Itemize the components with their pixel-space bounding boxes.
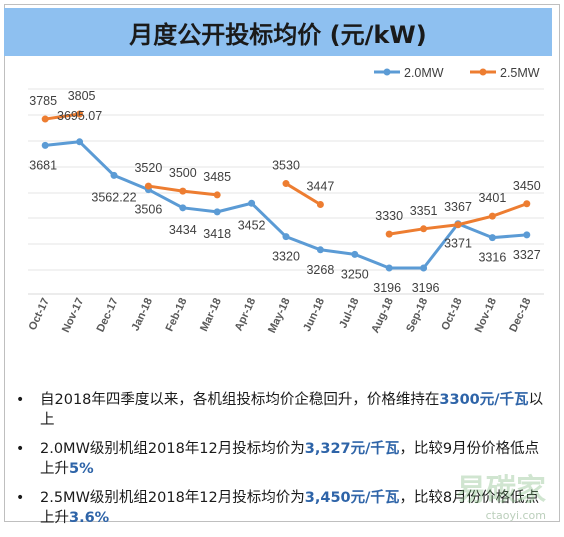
data-label: 3452 — [238, 218, 266, 232]
data-point — [41, 115, 49, 123]
bullet-item: 2.5MW级别机组2018年12月投标均价为3,450元/千瓦，比较8月份价格低… — [14, 488, 544, 528]
x-tick-label: May-18 — [266, 296, 293, 335]
bullet-highlight: 3,327元/千瓦 — [304, 441, 400, 457]
data-point — [523, 200, 531, 208]
x-tick-label: Dec-18 — [507, 296, 533, 334]
data-label: 3506 — [134, 203, 162, 217]
slide-frame — [4, 4, 560, 522]
data-point — [385, 264, 393, 272]
x-tick-label: Jul-18 — [337, 296, 361, 330]
data-point — [179, 204, 187, 212]
data-point — [144, 182, 152, 190]
data-label: 3268 — [306, 263, 334, 277]
data-point — [282, 180, 290, 188]
x-tick-label: Sep-18 — [404, 296, 430, 334]
series-line — [284, 182, 322, 207]
data-label: 3367 — [444, 200, 472, 214]
legend-marker — [383, 68, 391, 76]
x-tick-label: Oct-17 — [27, 296, 52, 332]
data-label: 3371 — [444, 237, 472, 251]
legend-label: 2.0MW — [404, 66, 444, 80]
chart-grid — [28, 88, 544, 295]
x-tick-label: Jun-18 — [301, 296, 327, 333]
data-label: 3785 — [29, 94, 57, 108]
data-point — [385, 230, 393, 238]
data-label: 3485 — [203, 170, 231, 184]
data-point — [420, 264, 428, 272]
data-point — [213, 191, 221, 199]
bullet-text: 2.5MW级别机组2018年12月投标均价为 — [40, 490, 305, 506]
x-tick-label: Feb-18 — [164, 296, 190, 333]
legend-label: 2.5MW — [500, 66, 540, 80]
x-tick-label: Apr-18 — [233, 296, 259, 333]
data-point — [454, 221, 462, 229]
bullet-text: ，比较9月份价格低点上升 — [40, 441, 540, 477]
data-point — [110, 171, 118, 179]
chart-legend: 2.0MW 2.5MW — [374, 66, 540, 80]
x-tick-label: Jan-18 — [130, 296, 156, 333]
data-label: 3805 — [68, 89, 96, 103]
data-point — [351, 250, 359, 258]
legend-marker — [479, 68, 487, 76]
watermark-text: 易碳家 — [456, 473, 546, 508]
bullet-text: 以上 — [40, 392, 544, 428]
bullet-highlight: 5% — [69, 461, 94, 477]
x-tick-label: Mar-18 — [198, 296, 224, 333]
watermark-logo: 易碳家 ctaoyi.com — [456, 465, 546, 522]
bullet-item: 2.0MW级别机组2018年12月投标均价为3,327元/千瓦，比较9月份价格低… — [14, 439, 544, 479]
data-point — [213, 208, 221, 216]
x-tick-label: Aug-18 — [369, 296, 396, 335]
data-label: 3196 — [412, 281, 440, 295]
data-label: 3320 — [272, 250, 300, 264]
data-label: 3530 — [272, 159, 300, 173]
data-label: 3520 — [134, 161, 162, 175]
data-point — [41, 141, 49, 149]
data-label: 3401 — [478, 191, 506, 205]
data-label: 3418 — [203, 227, 231, 241]
data-point — [179, 187, 187, 195]
x-axis-ticks: Oct-17 Nov-17 Dec-17 Jan-18 Feb-18 Mar-18 Apr-… — [27, 296, 534, 335]
data-label: 3327 — [513, 248, 541, 262]
x-tick-label: Nov-18 — [473, 296, 499, 334]
data-point — [316, 246, 324, 254]
data-point — [488, 234, 496, 242]
bullet-text: 自2018年四季度以来，各机组投标均价企稳回升，价格维持在 — [40, 392, 440, 408]
bullet-list: 自2018年四季度以来，各机组投标均价企稳回升，价格维持在3300元/千瓦以上 2… — [14, 390, 544, 537]
bullet-text: ，比较8月份价格低点上升 — [40, 490, 540, 526]
data-label: 3450 — [513, 179, 541, 193]
data-label: 3351 — [410, 204, 438, 218]
bullet-highlight: 3300元/千瓦 — [439, 392, 529, 408]
bullet-highlight: 3,450元/千瓦 — [304, 490, 400, 506]
x-tick-label: Nov-17 — [60, 296, 86, 334]
data-point — [523, 231, 531, 239]
data-label: 3447 — [306, 180, 334, 194]
data-point — [420, 225, 428, 233]
data-point — [316, 201, 324, 209]
watermark-sub: ctaoyi.com — [485, 509, 546, 522]
data-label: 3681 — [29, 158, 57, 172]
data-label: 3330 — [375, 209, 403, 223]
x-tick-label: Oct-18 — [439, 296, 464, 332]
data-label: 3250 — [341, 267, 369, 281]
bullet-highlight: 3.6% — [69, 510, 110, 526]
data-point — [282, 233, 290, 241]
data-label: 3695.07 — [57, 109, 102, 123]
data-point — [76, 110, 84, 118]
data-point — [248, 199, 256, 207]
data-label: 3500 — [169, 166, 197, 180]
bullet-item: 自2018年四季度以来，各机组投标均价企稳回升，价格维持在3300元/千瓦以上 — [14, 390, 544, 430]
data-label: 3316 — [478, 251, 506, 265]
series-line — [43, 112, 82, 121]
chart-title: 月度公开投标均价 (元/kW) — [129, 20, 427, 49]
title-bar: 月度公开投标均价 (元/kW) — [4, 8, 552, 56]
data-point — [488, 212, 496, 220]
bullet-text: 2.0MW级别机组2018年12月投标均价为 — [40, 441, 305, 457]
x-tick-label: Dec-17 — [95, 296, 121, 334]
data-point — [76, 138, 84, 146]
data-label: 3434 — [169, 223, 197, 237]
data-label: 3562.22 — [91, 190, 136, 204]
data-label: 3196 — [373, 281, 401, 295]
